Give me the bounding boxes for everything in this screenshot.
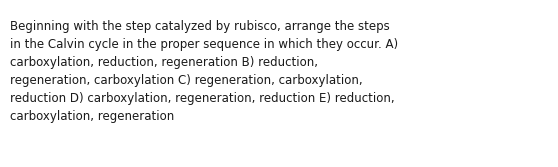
Text: Beginning with the step catalyzed by rubisco, arrange the steps
in the Calvin cy: Beginning with the step catalyzed by rub… [10,20,398,123]
